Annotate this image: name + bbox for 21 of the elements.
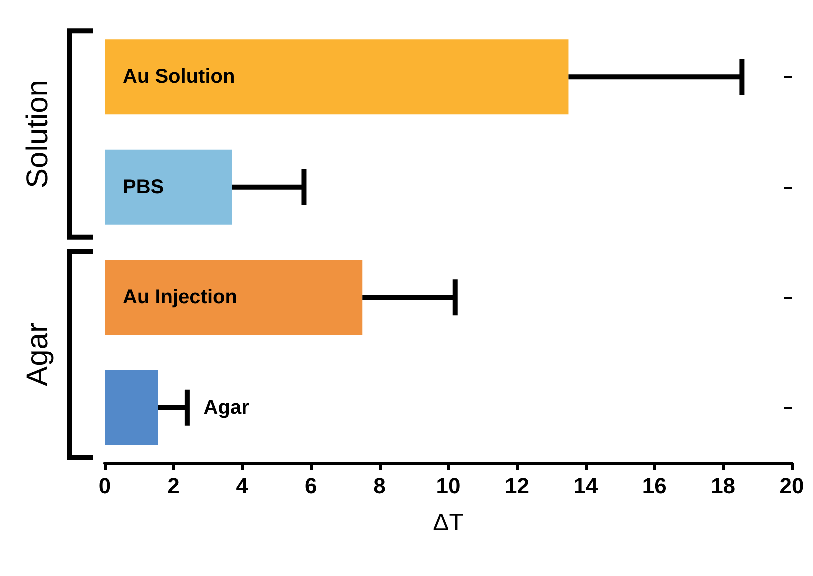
x-tick-label: 12 bbox=[504, 474, 530, 498]
bar bbox=[105, 150, 232, 225]
x-tick-label: 4 bbox=[236, 474, 250, 498]
x-tick-label: 10 bbox=[436, 474, 461, 498]
x-tick-label: 0 bbox=[98, 474, 112, 498]
y-tick-label: Au Injection bbox=[123, 286, 238, 309]
text: Solution bbox=[22, 80, 54, 188]
text: Agar bbox=[22, 323, 54, 386]
x-axis-title: ΔT bbox=[433, 510, 464, 536]
x-tick-label: 20 bbox=[780, 474, 804, 498]
x-tick-label: 6 bbox=[304, 474, 318, 498]
bar bbox=[105, 370, 158, 446]
bar bbox=[105, 260, 363, 336]
x-tick-label: 8 bbox=[374, 474, 386, 498]
x-tick-label: 16 bbox=[642, 474, 667, 498]
y-tick-label: Au Solution bbox=[123, 66, 236, 88]
y-tick-label: PBS bbox=[123, 176, 164, 198]
x-tick-label: 14 bbox=[574, 474, 599, 498]
x-tick-label: 2 bbox=[168, 474, 180, 498]
x-tick-label: 18 bbox=[711, 474, 736, 498]
bar bbox=[105, 40, 569, 115]
